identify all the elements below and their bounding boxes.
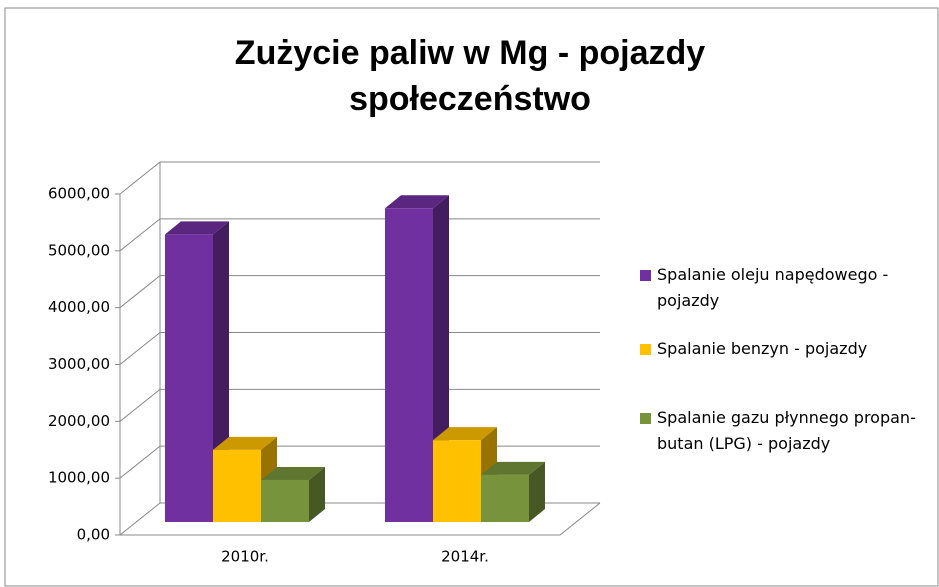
bar-top <box>433 427 497 441</box>
grid-line <box>119 332 161 365</box>
legend-label: Spalanie benzyn - pojazdy <box>657 339 868 358</box>
y-tick-label: 2000,00 <box>48 412 110 430</box>
y-tick-label: 3000,00 <box>48 355 110 373</box>
x-tick-label: 2014r. <box>441 548 489 566</box>
bar-top <box>213 436 277 450</box>
grid-line <box>119 161 161 195</box>
legend-swatch <box>640 413 651 424</box>
legend-swatch <box>640 270 651 281</box>
grid-line <box>119 388 161 422</box>
bar <box>481 474 529 522</box>
bar-top <box>165 221 229 235</box>
grid-line <box>119 275 161 309</box>
bar <box>213 449 261 522</box>
x-tick-label: 2010r. <box>221 548 269 566</box>
y-tick-label: 6000,00 <box>48 185 110 203</box>
legend-label: Spalanie oleju napędowego - pojazdy <box>657 265 889 310</box>
bar-side <box>529 461 545 522</box>
legend-swatch <box>640 344 651 355</box>
grid-line <box>119 502 161 536</box>
chart-border <box>4 7 939 587</box>
legend-label: Spalanie gazu płynnego propan-butan (LPG… <box>657 408 916 453</box>
chart-title: Zużycie paliw w Mg - pojazdy społeczeńst… <box>234 34 706 118</box>
bar <box>165 234 213 522</box>
grid-line <box>119 218 161 252</box>
bar-top <box>481 461 545 475</box>
y-tick-label: 5000,00 <box>48 241 110 259</box>
bar <box>433 440 481 522</box>
y-tick-label: 4000,00 <box>48 298 110 316</box>
y-tick-label: 0,00 <box>77 526 110 544</box>
bar-top <box>261 466 325 480</box>
bar <box>261 479 309 522</box>
floor <box>120 502 601 536</box>
grid-line <box>119 445 161 479</box>
bar-top <box>385 195 449 209</box>
bar <box>385 208 433 522</box>
bar-side <box>309 466 325 522</box>
y-tick-label: 1000,00 <box>48 469 110 487</box>
